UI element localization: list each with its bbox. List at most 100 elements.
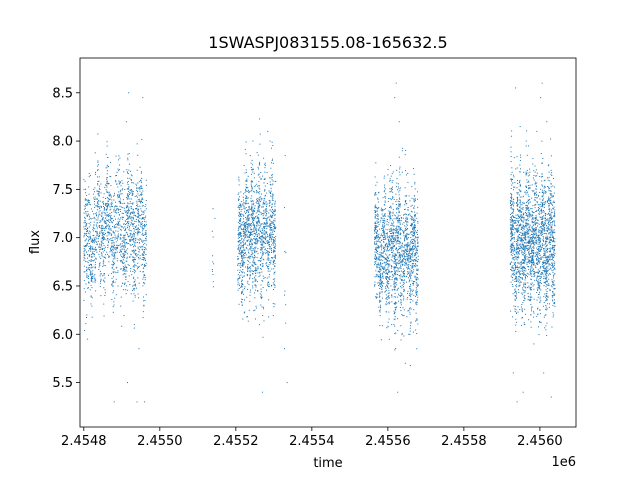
data-point bbox=[399, 201, 401, 203]
data-point bbox=[94, 207, 96, 209]
data-point bbox=[87, 227, 89, 229]
data-point bbox=[103, 206, 105, 207]
data-point bbox=[410, 218, 412, 220]
data-point bbox=[409, 311, 411, 313]
data-point bbox=[260, 238, 262, 240]
data-point bbox=[267, 257, 269, 259]
data-point bbox=[124, 254, 126, 256]
data-point bbox=[126, 196, 127, 198]
data-point bbox=[384, 268, 386, 270]
data-point bbox=[262, 254, 264, 256]
data-point bbox=[393, 229, 395, 231]
data-point bbox=[254, 217, 256, 219]
data-point bbox=[117, 221, 119, 223]
data-point bbox=[541, 224, 543, 226]
data-point bbox=[548, 306, 550, 308]
data-point bbox=[389, 191, 391, 193]
data-point bbox=[257, 191, 259, 193]
data-point bbox=[83, 259, 85, 261]
data-point bbox=[394, 325, 396, 327]
data-point bbox=[385, 228, 387, 230]
data-point bbox=[406, 243, 408, 245]
data-point bbox=[415, 246, 417, 248]
data-point bbox=[380, 256, 382, 258]
data-point bbox=[248, 214, 250, 216]
data-point bbox=[257, 228, 259, 230]
data-point bbox=[390, 233, 392, 234]
data-point bbox=[374, 248, 376, 250]
data-point bbox=[396, 225, 398, 227]
data-point bbox=[403, 258, 405, 260]
data-point bbox=[525, 190, 527, 192]
data-point bbox=[382, 269, 384, 271]
data-point bbox=[395, 239, 397, 241]
data-point bbox=[272, 196, 274, 198]
data-point bbox=[109, 232, 111, 234]
data-point bbox=[382, 227, 384, 229]
data-point bbox=[408, 214, 410, 216]
data-point bbox=[121, 245, 123, 247]
data-point bbox=[401, 279, 403, 281]
data-point bbox=[90, 241, 92, 243]
data-point bbox=[383, 271, 385, 273]
data-point bbox=[116, 223, 118, 225]
data-point bbox=[402, 271, 404, 273]
data-point bbox=[247, 280, 249, 282]
data-point bbox=[405, 263, 407, 265]
data-point bbox=[253, 261, 255, 263]
data-point bbox=[128, 188, 130, 190]
data-point bbox=[545, 273, 547, 275]
data-point bbox=[391, 289, 393, 291]
data-point bbox=[273, 283, 275, 285]
data-point bbox=[136, 204, 138, 206]
data-point bbox=[127, 217, 129, 219]
data-point bbox=[516, 247, 518, 249]
data-point bbox=[242, 260, 244, 262]
data-point bbox=[411, 224, 413, 226]
data-point bbox=[100, 252, 102, 254]
data-point bbox=[386, 284, 388, 286]
data-point bbox=[130, 217, 132, 219]
data-point bbox=[268, 241, 270, 243]
data-point bbox=[264, 217, 266, 219]
data-point bbox=[86, 257, 88, 259]
data-point bbox=[145, 230, 147, 232]
data-point bbox=[413, 281, 415, 283]
data-point bbox=[533, 316, 535, 318]
data-point bbox=[397, 288, 399, 290]
data-point bbox=[108, 255, 110, 257]
data-point bbox=[379, 277, 381, 279]
data-point bbox=[516, 202, 518, 204]
data-point bbox=[398, 274, 400, 276]
data-point bbox=[516, 280, 518, 282]
data-point bbox=[243, 243, 245, 245]
data-point bbox=[104, 249, 105, 251]
data-point bbox=[125, 273, 127, 275]
data-point bbox=[240, 235, 242, 237]
data-point bbox=[97, 222, 99, 224]
data-point bbox=[374, 239, 376, 241]
data-point bbox=[116, 266, 118, 268]
data-point bbox=[254, 239, 256, 241]
data-point bbox=[412, 242, 414, 244]
data-point bbox=[408, 244, 410, 246]
data-point bbox=[545, 220, 547, 222]
data-point bbox=[395, 307, 397, 309]
data-point bbox=[517, 200, 519, 202]
data-point bbox=[258, 260, 260, 262]
data-point bbox=[400, 232, 402, 234]
data-point bbox=[380, 245, 382, 247]
data-point bbox=[107, 214, 109, 216]
data-point bbox=[376, 243, 378, 245]
data-point bbox=[110, 228, 112, 230]
data-point bbox=[254, 263, 256, 265]
data-point bbox=[252, 204, 254, 206]
data-point bbox=[397, 230, 399, 232]
data-point bbox=[408, 309, 410, 311]
data-point bbox=[120, 225, 122, 227]
data-point bbox=[268, 254, 270, 256]
data-point bbox=[382, 210, 384, 212]
data-point bbox=[117, 239, 119, 241]
data-point bbox=[526, 192, 528, 194]
data-point bbox=[241, 228, 243, 230]
